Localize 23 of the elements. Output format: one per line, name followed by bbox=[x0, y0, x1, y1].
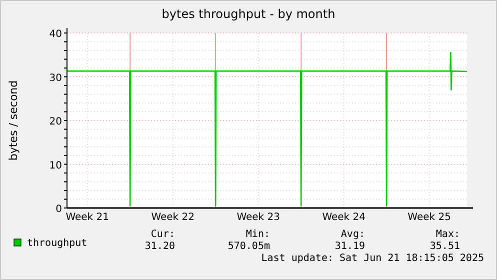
x-tick-label: Week 24 bbox=[322, 212, 366, 223]
y-tick-label: 40 bbox=[49, 29, 62, 40]
text: Avg: bbox=[340, 229, 365, 240]
text: 35.51 bbox=[430, 241, 460, 252]
line-series bbox=[66, 52, 468, 206]
text: 31.20 bbox=[144, 241, 175, 252]
text: 570.05m bbox=[228, 241, 270, 252]
y-tick-label: 0 bbox=[56, 204, 62, 215]
y-tick-label: 10 bbox=[49, 160, 62, 172]
legend-label: throughput bbox=[27, 238, 88, 249]
y-tick-label: 20 bbox=[49, 116, 62, 128]
x-tick-label: Week 22 bbox=[151, 212, 195, 223]
y-axis-title: bytes / second bbox=[7, 80, 20, 161]
text: Last update: Sat Jun 21 18:15:05 2025 bbox=[261, 253, 484, 264]
y-tick-label: 30 bbox=[49, 72, 62, 84]
text: Cur: bbox=[150, 229, 175, 240]
x-tick-label: Week 21 bbox=[66, 212, 110, 223]
text: Max: bbox=[436, 229, 460, 240]
text: Min: bbox=[246, 229, 270, 240]
x-tick-label: Week 25 bbox=[408, 212, 451, 223]
text: 31.19 bbox=[334, 241, 365, 252]
chart-title: bytes throughput - by month bbox=[162, 7, 336, 21]
x-tick-label: Week 23 bbox=[236, 212, 280, 223]
